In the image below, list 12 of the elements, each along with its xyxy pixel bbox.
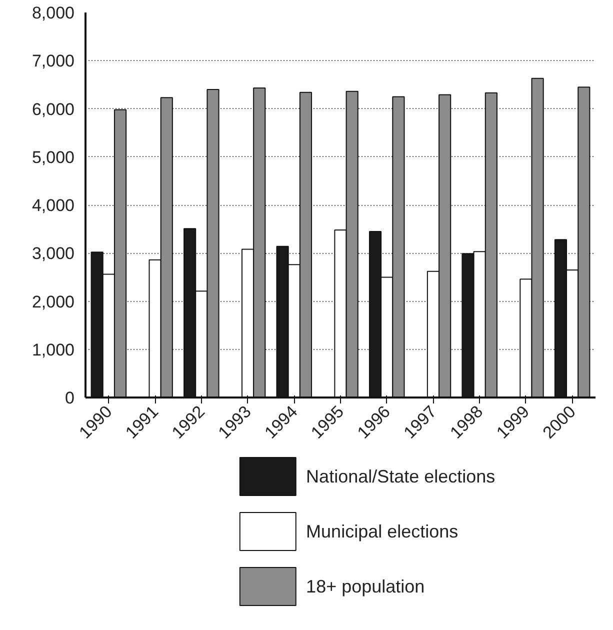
y-tick-label: 6,000 — [32, 100, 75, 119]
y-tick-label: 3,000 — [32, 244, 75, 264]
y-tick-label: 2,000 — [32, 292, 75, 312]
y-tick-label: 7,000 — [32, 52, 75, 71]
y-tick-label: 4,000 — [32, 196, 75, 215]
legend-label: 18+ population — [306, 576, 425, 596]
legend-label: Municipal elections — [306, 522, 458, 542]
legend-label: National/State elections — [306, 466, 496, 486]
y-tick-label: 8,000 — [32, 4, 75, 22]
y-tick-label: 5,000 — [32, 148, 75, 167]
y-tick-label: 0 — [65, 388, 75, 408]
y-tick-label: 1,000 — [32, 340, 75, 360]
